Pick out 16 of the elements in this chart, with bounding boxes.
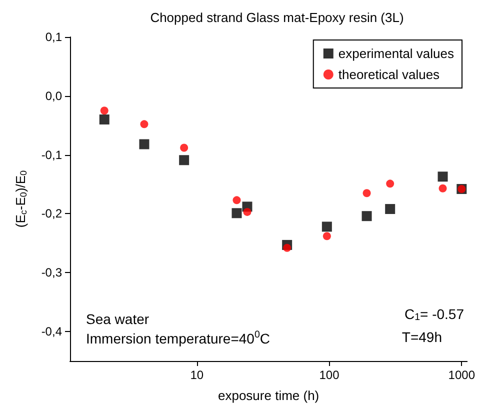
y-tick-label: -0,1 <box>41 148 62 162</box>
chart-title: Chopped strand Glass mat-Epoxy resin (3L) <box>150 10 404 25</box>
x-tick-label: 100 <box>319 368 340 382</box>
y-tick-label: 0,1 <box>45 30 62 44</box>
x-tick-label: 1000 <box>448 368 476 382</box>
y-tick-label: -0,2 <box>41 206 62 221</box>
legend-label: experimental values <box>338 46 454 61</box>
x-tick-label: 10 <box>190 368 204 382</box>
legend-label: theoretical values <box>338 67 440 82</box>
y-tick-label: -0,3 <box>41 266 62 280</box>
y-tick-label: -0,4 <box>41 324 62 339</box>
annotation: Sea water <box>86 311 150 327</box>
x-axis-title: exposure time (h) <box>218 388 320 403</box>
annotation: T=49h <box>402 329 442 345</box>
y-axis-title: (Ec-E0)/E0 <box>12 170 28 228</box>
y-tick-label: 0,0 <box>45 88 62 103</box>
